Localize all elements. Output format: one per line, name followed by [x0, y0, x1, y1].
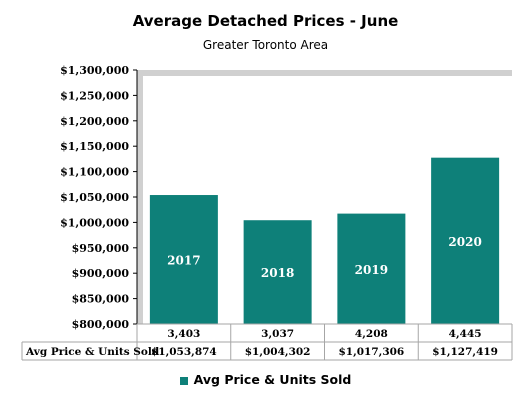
- y-tick-label: $900,000: [72, 267, 130, 280]
- units-sold-cell: 4,208: [355, 328, 388, 340]
- bar-label: 2020: [448, 235, 481, 249]
- table-row-label: Avg Price & Units Sold: [25, 346, 160, 358]
- bar: [243, 220, 312, 324]
- avg-price-cell: $1,053,874: [151, 346, 217, 358]
- y-tick-label: $950,000: [72, 242, 130, 255]
- legend-label: Avg Price & Units Sold: [193, 372, 352, 387]
- y-tick-label: $1,250,000: [60, 89, 129, 102]
- bar: [337, 213, 406, 324]
- avg-price-cell: $1,004,302: [245, 346, 311, 358]
- y-tick-label: $1,150,000: [60, 140, 129, 153]
- y-tick-label: $800,000: [72, 318, 130, 331]
- y-tick-label: $1,050,000: [60, 191, 129, 204]
- chart-title: Average Detached Prices - June: [132, 12, 399, 30]
- units-sold-cell: 4,445: [449, 328, 482, 340]
- avg-price-cell: $1,127,419: [432, 346, 498, 358]
- avg-price-cell: $1,017,306: [338, 346, 404, 358]
- legend-swatch: [179, 376, 188, 385]
- bar-label: 2017: [167, 254, 200, 268]
- plot-shadow-left: [137, 70, 143, 324]
- y-tick-label: $1,000,000: [60, 216, 129, 229]
- bar-label: 2019: [355, 263, 388, 277]
- y-tick-label: $850,000: [72, 293, 130, 306]
- legend: Avg Price & Units Sold: [0, 372, 531, 387]
- y-tick-label: $1,100,000: [60, 166, 129, 179]
- chart-subtitle: Greater Toronto Area: [202, 38, 329, 52]
- units-sold-cell: 3,403: [167, 328, 200, 340]
- bar: [149, 195, 218, 324]
- y-tick-label: $1,200,000: [60, 115, 129, 128]
- bar-label: 2018: [261, 266, 294, 280]
- plot-shadow-top: [137, 70, 512, 76]
- y-tick-label: $1,300,000: [60, 64, 129, 77]
- units-sold-cell: 3,037: [261, 328, 294, 340]
- bar: [431, 157, 500, 324]
